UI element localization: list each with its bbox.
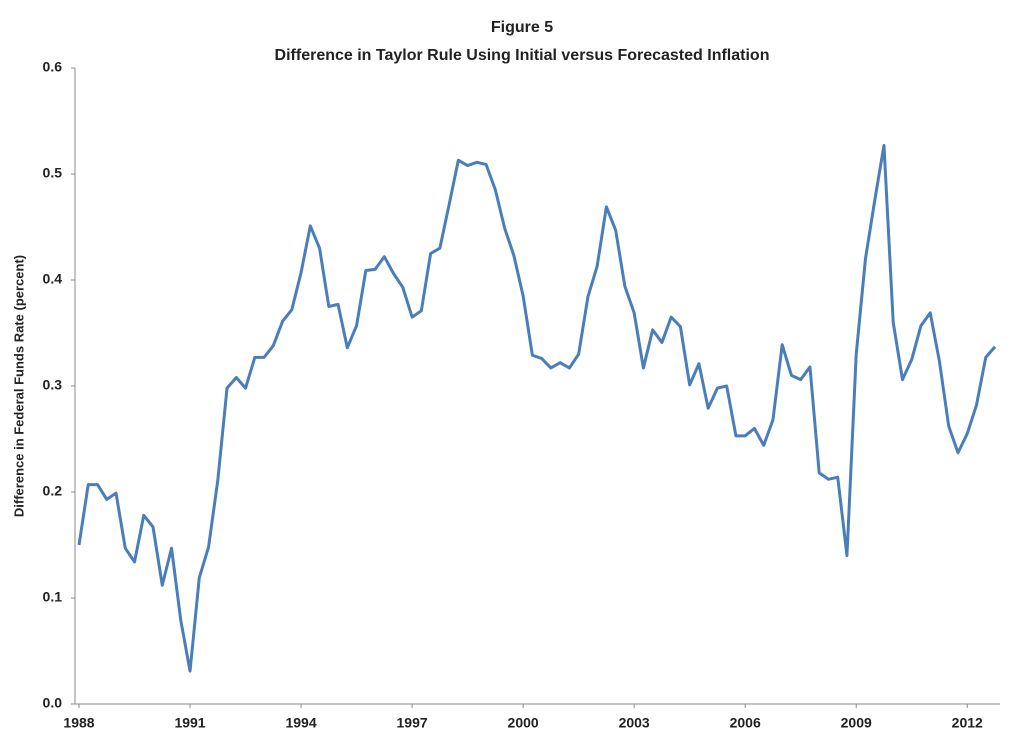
y-tick-label: 0.6 xyxy=(43,59,63,75)
chart-subtitle: Difference in Taylor Rule Using Initial … xyxy=(275,47,770,64)
x-tick-label: 2006 xyxy=(730,715,761,731)
x-tick-label: 1997 xyxy=(397,715,428,731)
x-tick-label: 2000 xyxy=(508,715,539,731)
y-axis-label: Difference in Federal Funds Rate (percen… xyxy=(11,255,26,517)
x-tick-label: 2009 xyxy=(841,715,872,731)
x-tick-label: 1991 xyxy=(174,715,205,731)
y-tick-label: 0.4 xyxy=(43,271,63,287)
y-tick-label: 0.2 xyxy=(43,483,63,499)
x-tick-label: 1994 xyxy=(285,715,316,731)
x-tick-label: 2012 xyxy=(952,715,983,731)
x-tick-label: 1988 xyxy=(63,715,94,731)
x-tick-label: 2003 xyxy=(619,715,650,731)
y-tick-label: 0.1 xyxy=(43,589,63,605)
chart-title: Figure 5 xyxy=(491,19,553,36)
y-tick-label: 0.0 xyxy=(43,695,63,711)
y-tick-label: 0.3 xyxy=(43,377,63,393)
y-tick-label: 0.5 xyxy=(43,165,63,181)
data-line xyxy=(77,143,997,673)
